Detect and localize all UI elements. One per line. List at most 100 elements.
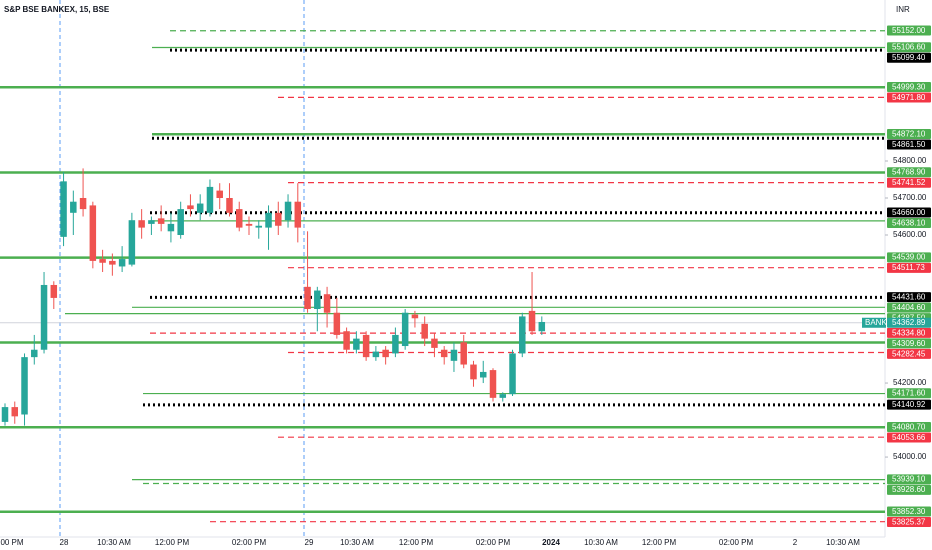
level-label-box <box>887 516 931 527</box>
level-label-box <box>887 252 931 263</box>
level-label-box <box>887 262 931 273</box>
candle-body <box>70 201 77 213</box>
candle-body <box>206 186 214 213</box>
level-label: 55106.60 <box>892 43 926 52</box>
level-label: 54768.90 <box>892 168 926 177</box>
y-tick-label: 54600.00 <box>893 230 927 239</box>
candle-body <box>460 342 467 365</box>
level-label: 54053.66 <box>892 433 926 442</box>
candle-body <box>450 349 458 361</box>
candle-body <box>401 312 409 347</box>
level-label-box <box>887 42 931 53</box>
level-label: 54539.00 <box>892 253 926 262</box>
y-tick-label: 54700.00 <box>893 193 927 202</box>
level-label: 54431.60 <box>892 292 926 301</box>
candle-body <box>392 334 399 354</box>
level-label: 54660.00 <box>892 208 926 217</box>
x-tick-label: 12:00 PM <box>642 538 677 547</box>
candle-body <box>421 323 428 339</box>
candle-body <box>538 321 546 332</box>
level-label: 55152.00 <box>892 26 926 35</box>
candle-body <box>265 212 272 228</box>
symbol-tag-box <box>862 317 886 328</box>
symbol-tag: BANK <box>865 318 887 327</box>
candle-body <box>314 290 321 310</box>
candle-body <box>362 334 370 358</box>
currency: INR <box>896 5 910 14</box>
level-label-box <box>887 302 931 313</box>
candle-body <box>255 225 263 228</box>
level-label-box <box>887 432 931 443</box>
y-tick-label: 54200.00 <box>893 378 927 387</box>
candle-body <box>89 205 97 261</box>
level-label-box <box>887 338 931 349</box>
level-label-box <box>887 177 931 188</box>
level-label: 54971.80 <box>892 93 926 102</box>
level-label-box <box>887 81 931 92</box>
candle-body <box>157 218 165 224</box>
candle-body <box>50 284 58 298</box>
level-label-box <box>887 399 931 410</box>
x-tick-label: 28 <box>60 538 69 547</box>
level-label-box <box>887 348 931 359</box>
candle-body <box>21 357 28 415</box>
level-label-box <box>887 139 931 150</box>
candle-body <box>333 312 341 335</box>
level-label: 54511.73 <box>892 263 925 272</box>
candle-body <box>353 338 360 350</box>
x-tick-label: 10:30 AM <box>826 538 860 547</box>
level-label-box <box>887 25 931 36</box>
x-tick-label: 10:30 AM <box>584 538 618 547</box>
candle-body <box>509 353 516 395</box>
x-tick-label: 02:00 PM <box>232 538 267 547</box>
candle-body <box>11 407 19 417</box>
level-label: 54140.92 <box>892 400 926 409</box>
x-tick-label: 02:00 PM <box>719 538 754 547</box>
x-tick-label: 12:00 PM <box>155 538 190 547</box>
candle-body <box>31 349 38 358</box>
level-label: 54334.80 <box>892 328 926 337</box>
level-label-box <box>887 167 931 178</box>
x-tick-label: 02:00 PM <box>476 538 511 547</box>
candle-body <box>372 351 380 358</box>
candle-body <box>343 331 350 350</box>
candle-body <box>528 310 536 332</box>
candle-body <box>226 197 233 213</box>
candle-body <box>382 349 389 358</box>
candle-body <box>167 223 175 232</box>
level-label: 53825.37 <box>892 517 926 526</box>
candle-body <box>138 220 145 228</box>
level-label-box <box>887 292 931 303</box>
x-tick-label: 10:30 AM <box>97 538 131 547</box>
candle-body <box>40 284 48 350</box>
candle-body <box>216 190 223 198</box>
candle-body <box>177 209 184 236</box>
level-label: 54638.10 <box>892 218 926 227</box>
level-label: 53939.10 <box>892 475 926 484</box>
x-tick-label: 2 <box>793 538 798 547</box>
last-price-box <box>887 317 931 328</box>
level-label-box <box>887 92 931 103</box>
candle-body <box>440 349 448 358</box>
level-label-box <box>887 484 931 495</box>
candle-body <box>479 371 487 378</box>
level-label: 54861.50 <box>892 140 926 149</box>
level-label: 53852.30 <box>892 507 926 516</box>
level-label: 54080.70 <box>892 422 926 431</box>
candle-body <box>284 201 292 221</box>
candle-body <box>1 407 9 422</box>
x-tick-label: 00 PM <box>0 538 23 547</box>
level-label-box <box>887 129 931 140</box>
level-label-box <box>887 327 931 338</box>
x-tick-label: 2024 <box>542 538 560 547</box>
level-label-box <box>887 388 931 399</box>
candle-body <box>128 220 136 265</box>
level-label: 53928.60 <box>892 485 926 494</box>
candle-body <box>304 286 311 310</box>
y-tick-label: 54000.00 <box>893 452 927 461</box>
candle-body <box>60 181 67 237</box>
candle-body <box>245 223 253 226</box>
level-label: 54999.30 <box>892 82 926 91</box>
level-label: 54404.60 <box>892 303 926 312</box>
